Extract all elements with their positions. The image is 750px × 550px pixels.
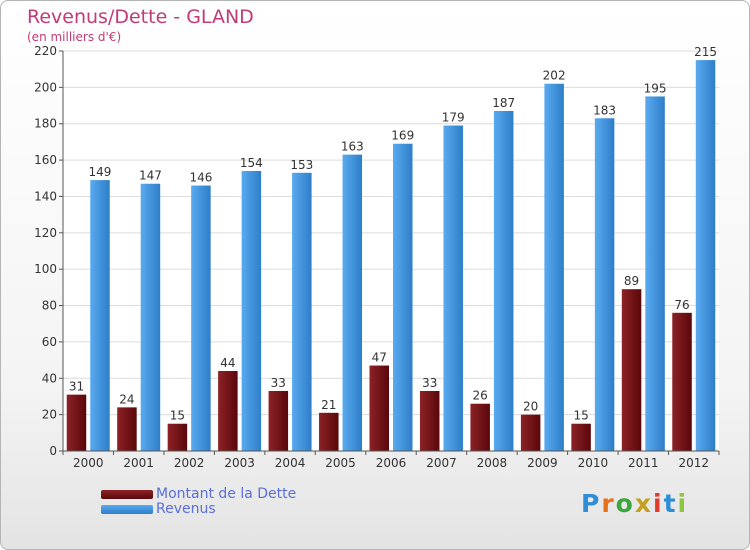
legend-swatch-debt — [101, 490, 153, 499]
y-tick-label: 160 — [34, 153, 57, 167]
bar-debt — [117, 407, 137, 451]
legend-label-revenue: Revenus — [156, 501, 216, 517]
x-tick-label: 2000 — [73, 456, 104, 470]
y-tick-label: 220 — [34, 44, 57, 58]
labels-layer: 31 149 24 147 15 146 44 154 33 153 21 163 47 169 33 179… — [69, 45, 717, 423]
legend-swatch-revenue — [101, 505, 153, 514]
data-label-revenue: 153 — [290, 158, 313, 172]
x-tick-label: 2004 — [275, 456, 306, 470]
bar-revenue — [241, 171, 262, 451]
bar-debt — [319, 412, 339, 451]
x-tick-label: 2003 — [224, 456, 255, 470]
x-tick-label: 2006 — [376, 456, 407, 470]
bar-revenue — [493, 111, 514, 451]
data-label-debt: 33 — [422, 376, 437, 390]
bar-debt — [369, 365, 389, 451]
data-label-debt: 24 — [119, 392, 134, 406]
data-label-debt: 76 — [674, 298, 689, 312]
x-tick-label: 2005 — [325, 456, 356, 470]
x-tick-label: 2010 — [578, 456, 609, 470]
bar-revenue — [342, 154, 363, 452]
data-label-revenue: 169 — [391, 129, 414, 143]
x-tick-label: 2007 — [426, 456, 457, 470]
bar-revenue — [292, 172, 312, 451]
y-tick-label: 60 — [42, 335, 57, 349]
data-label-revenue: 146 — [189, 171, 212, 185]
x-tick-label: 2002 — [174, 456, 205, 470]
brand-logo-letter: P — [581, 489, 602, 518]
data-label-debt: 89 — [624, 274, 639, 288]
bar-debt — [268, 391, 289, 451]
grid-layer — [63, 50, 719, 452]
y-tick-label: 140 — [34, 189, 57, 203]
bar-revenue — [695, 60, 716, 451]
data-label-revenue: 195 — [644, 81, 667, 95]
bar-debt — [66, 394, 87, 451]
bar-debt — [470, 403, 490, 451]
data-label-debt: 31 — [69, 380, 84, 394]
data-label-debt: 47 — [372, 351, 387, 365]
y-tick-label: 20 — [42, 408, 57, 422]
bar-revenue — [140, 183, 161, 451]
bar-debt — [520, 414, 541, 451]
data-label-debt: 44 — [220, 356, 235, 370]
plot-area: 31 149 24 147 15 146 44 154 33 153 21 163 47 169 33 179… — [34, 44, 720, 470]
chart-subtitle: (en milliers d'€) — [27, 30, 122, 44]
bar-debt — [571, 423, 591, 451]
y-tick-label: 40 — [42, 371, 57, 385]
data-label-debt: 21 — [321, 398, 336, 412]
data-label-debt: 20 — [523, 400, 538, 414]
data-label-revenue: 149 — [89, 165, 112, 179]
x-tick-label: 2011 — [628, 456, 659, 470]
legend-label-debt: Montant de la Dette — [156, 486, 297, 502]
data-label-revenue: 202 — [543, 69, 566, 83]
data-label-revenue: 183 — [593, 103, 616, 117]
y-tick-label: 0 — [49, 444, 57, 458]
bar-debt — [672, 312, 692, 451]
bar-revenue — [594, 118, 615, 451]
y-tick-label: 100 — [34, 262, 57, 276]
brand-logo: Proxiti — [581, 489, 688, 518]
bars-layer — [66, 60, 716, 452]
y-tick-label: 200 — [34, 80, 57, 94]
brand-logo-letter: o — [615, 489, 635, 518]
y-tick-label: 120 — [34, 226, 57, 240]
x-tick-label: 2008 — [477, 456, 508, 470]
data-label-debt: 15 — [170, 409, 185, 423]
x-tick-label: 2009 — [527, 456, 558, 470]
y-tick-label: 80 — [42, 299, 57, 313]
bar-revenue — [544, 83, 564, 452]
bar-revenue — [443, 125, 463, 451]
data-label-revenue: 154 — [240, 156, 263, 170]
brand-logo-letter: t — [663, 489, 678, 518]
data-label-debt: 15 — [573, 409, 588, 423]
bar-debt — [167, 423, 188, 451]
brand-logo-letter: r — [601, 489, 616, 518]
x-tick-label: 2001 — [123, 456, 154, 470]
data-label-revenue: 215 — [694, 45, 717, 59]
data-label-revenue: 163 — [341, 140, 364, 154]
data-label-revenue: 147 — [139, 169, 162, 183]
chart-title: Revenus/Dette - GLAND — [27, 6, 254, 28]
brand-logo-letter: i — [677, 489, 689, 518]
bar-revenue — [393, 143, 413, 451]
data-label-revenue: 187 — [492, 96, 515, 110]
plot-background — [63, 51, 719, 451]
brand-logo-letter: x — [634, 489, 653, 518]
bar-revenue — [645, 96, 665, 452]
bar-debt — [218, 371, 238, 451]
data-label-revenue: 179 — [442, 111, 465, 125]
brand-logo-letter: i — [653, 489, 664, 518]
bar-revenue — [90, 180, 110, 451]
bar-debt — [419, 391, 440, 451]
data-label-debt: 33 — [271, 376, 286, 390]
x-tick-label: 2012 — [678, 456, 709, 470]
data-label-debt: 26 — [473, 389, 488, 403]
bar-debt — [621, 289, 642, 451]
y-tick-label: 180 — [34, 117, 57, 131]
bar-revenue — [191, 185, 211, 451]
